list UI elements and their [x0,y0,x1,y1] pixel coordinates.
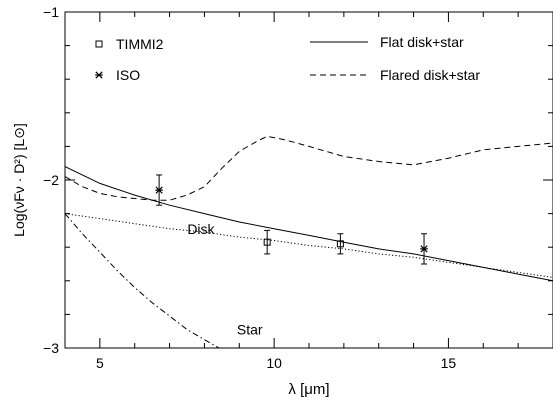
y-tick-label: −1 [43,4,59,20]
lines-layer [65,135,553,348]
y-tick-label: −2 [43,172,59,188]
series-line-flat-disk-star [65,166,553,282]
legend-label-iso: ISO [116,67,140,83]
y-tick-label: −3 [43,340,59,356]
points-layer [155,174,428,265]
x-tick-label: 15 [441,355,457,371]
annotation-star: Star [237,322,263,338]
series-line-flared-disk-star [65,135,553,201]
legend-marker-timmi2 [95,40,103,48]
x-tick-label: 10 [266,355,282,371]
x-tick-label: 5 [96,355,104,371]
legend-label-flat-disk-star: Flat disk+star [380,34,464,50]
ticks-layer: 5 10 15 −3 −2 −1 [43,4,553,371]
annotation-layer: Disk Star [187,221,263,338]
series-line-star [65,213,220,348]
annotation-disk: Disk [187,221,215,237]
plot-frame [64,11,553,349]
y-axis-label: Log(νFν · D²) [L⊙] [11,123,27,237]
data-point-iso [420,245,428,253]
x-axis-label: λ [μm] [288,381,329,398]
data-point-timmi2 [263,238,271,246]
legend-marker-iso [95,71,103,79]
data-point-timmi2 [336,240,344,248]
series-line-disk [65,213,553,278]
legend-label-timmi2: TIMMI2 [116,36,164,52]
legend: TIMMI2 ISO Flat disk+star Flared disk+star [95,34,480,83]
legend-label-flared-disk-star: Flared disk+star [380,67,480,83]
data-point-iso [155,186,163,194]
